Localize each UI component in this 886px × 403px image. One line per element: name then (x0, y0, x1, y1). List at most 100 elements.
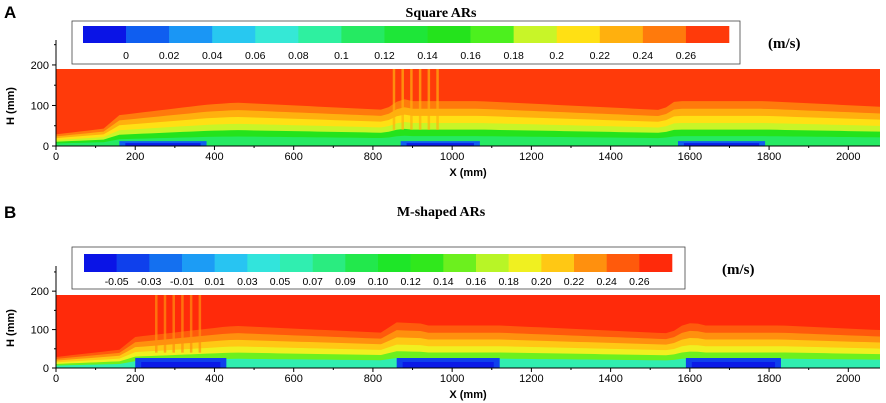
colorbar-swatch (427, 26, 471, 43)
colorbar-tick-label: 0.03 (237, 276, 258, 288)
colorbar-swatch (384, 26, 428, 43)
x-tick-label: 200 (126, 373, 144, 385)
disturbance-streak (418, 69, 422, 130)
colorbar-swatch (476, 254, 509, 272)
disturbance-streak (410, 69, 413, 130)
colorbar-tick-label: 0.16 (466, 276, 487, 288)
x-tick-label: 1800 (757, 151, 781, 163)
colorbar-swatch (149, 254, 183, 272)
colorbar-tick-label: 0.2 (549, 50, 564, 62)
colorbar-tick-label: 0.12 (374, 50, 395, 62)
x-tick-label: 800 (364, 151, 382, 163)
contour-plot-b (56, 295, 880, 368)
disturbance-streak (392, 69, 396, 130)
colorbar-a: 0 0.02 0.04 0.06 0.08 0.1 0.12 0.14 0.16 0.18 0.2 0… (83, 26, 730, 62)
panel-letter-b: B (4, 203, 16, 222)
colorbar-tick-label: 0.10 (368, 276, 389, 288)
colorbar-swatch (541, 254, 575, 272)
x-tick-label: 1400 (598, 373, 622, 385)
x-tick-label: 2000 (836, 151, 860, 163)
colorbar-swatch (443, 254, 477, 272)
colorbar-swatch (378, 254, 411, 272)
disturbance-streak (436, 69, 439, 130)
x-tick-label: 1600 (678, 373, 702, 385)
x-tick-label: 0 (53, 373, 59, 385)
colorbar-tick-label: 0.24 (633, 50, 654, 62)
y-tick-label: 100 (31, 325, 49, 337)
y-axis-title-b: H (mm) (5, 309, 17, 347)
panel-letter-a: A (4, 3, 16, 22)
panel-a: A Square ARs 0 0.02 0.04 0.06 0.08 0.1 0.12 0.1… (4, 3, 880, 179)
y-tick-label: 0 (43, 141, 49, 153)
disturbance-streak (189, 295, 193, 353)
colorbar-swatch (116, 254, 150, 272)
colorbar-swatch (247, 254, 281, 272)
panel-b: B M-shaped ARs -0.05 -0.03 -0.01 0.01 0.03 0.… (4, 203, 880, 401)
contour-plot-a (56, 69, 880, 146)
recirculation-zone (402, 362, 494, 368)
colorbar-swatch (556, 26, 601, 43)
colorbar-swatch (574, 254, 607, 272)
x-tick-label: 1200 (519, 151, 543, 163)
colorbar-tick-label: 0.09 (335, 276, 356, 288)
colorbar-tick-label: -0.01 (170, 276, 194, 288)
x-tick-label: 0 (53, 151, 59, 163)
colorbar-swatch (470, 26, 514, 43)
colorbar-tick-label: 0.05 (270, 276, 291, 288)
x-tick-label: 1800 (757, 373, 781, 385)
x-tick-label: 200 (126, 151, 144, 163)
colorbar-swatch (280, 254, 313, 272)
colorbar-swatch (639, 254, 673, 272)
colorbar-swatch (410, 254, 444, 272)
colorbar-tick-label: -0.03 (137, 276, 161, 288)
colorbar-tick-label: 0.26 (676, 50, 697, 62)
colorbar-tick-label: 0.22 (590, 50, 611, 62)
colorbar-tick-label: 0.02 (159, 50, 180, 62)
colorbar-tick-label: 0.16 (460, 50, 481, 62)
colorbar-swatch (182, 254, 215, 272)
x-tick-label: 400 (205, 373, 223, 385)
axes-a: 0 200 400 600 800 1000 1200 1400 1600 1800 2000010… (31, 40, 880, 163)
colorbar-tick-label: 0.1 (334, 50, 349, 62)
panel-title-a: Square ARs (406, 6, 477, 21)
colorbar-swatch (83, 26, 127, 43)
colorbar-swatch (606, 254, 640, 272)
colorbar-tick-label: 0.01 (204, 276, 225, 288)
disturbance-streak (172, 295, 175, 353)
colorbar-tick-label: 0 (123, 50, 129, 62)
x-tick-label: 600 (285, 151, 303, 163)
colorbar-swatch (298, 26, 342, 43)
disturbance-streak (181, 295, 184, 353)
colorbar-swatch (126, 26, 170, 43)
x-tick-label: 1200 (519, 373, 543, 385)
colorbar-tick-label: 0.07 (302, 276, 323, 288)
x-tick-label: 400 (205, 151, 223, 163)
colorbar-tick-label: 0.26 (629, 276, 650, 288)
disturbance-streak (155, 295, 158, 353)
colorbar-swatch (312, 254, 346, 272)
colorbar-unit-a: (m/s) (768, 36, 801, 52)
colorbar-swatch (169, 26, 213, 43)
disturbance-streak (198, 295, 202, 353)
colorbar-tick-label: 0.20 (531, 276, 552, 288)
y-tick-label: 100 (31, 100, 49, 112)
y-tick-label: 200 (31, 286, 49, 298)
x-tick-label: 2000 (836, 373, 860, 385)
colorbar-swatch (508, 254, 542, 272)
colorbar-tick-label: -0.05 (105, 276, 129, 288)
x-axis-title-b: X (mm) (449, 389, 487, 401)
recirculation-zone (683, 143, 760, 146)
colorbar-tick-label: 0.14 (417, 50, 438, 62)
x-tick-label: 1600 (678, 151, 702, 163)
colorbar-tick-label: 0.18 (498, 276, 519, 288)
colorbar-swatch (642, 26, 687, 43)
colorbar-unit-b: (m/s) (722, 262, 755, 278)
colorbar-swatch (212, 26, 256, 43)
x-tick-label: 800 (364, 373, 382, 385)
x-axis-title-a: X (mm) (449, 167, 487, 179)
colorbar-swatch (341, 26, 385, 43)
colorbar-swatch (685, 26, 730, 43)
axes-b: 0 200 400 600 800 1000 1200 1400 1600 1800 2000 0 10… (31, 266, 880, 385)
colorbar-tick-label: 0.24 (596, 276, 617, 288)
